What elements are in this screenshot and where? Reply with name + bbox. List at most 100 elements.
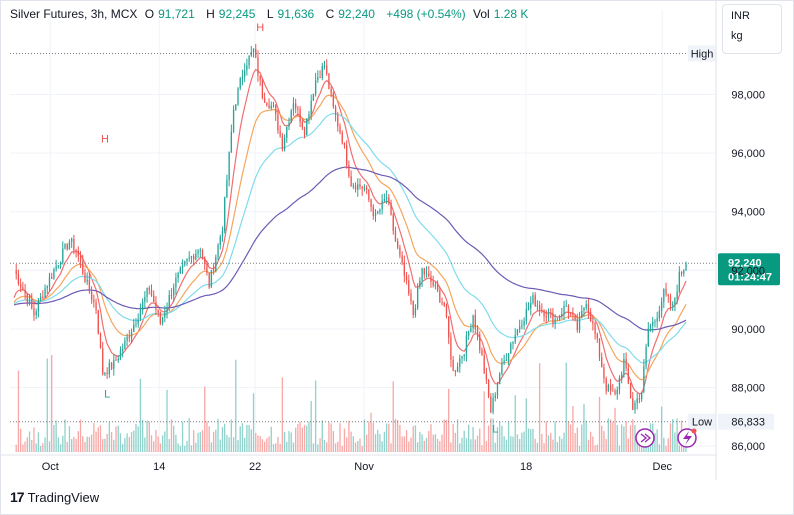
candle-body [383,199,386,201]
candle-body [226,179,228,198]
volume-bar [241,423,244,452]
volume-bar [434,434,437,452]
candle-body [392,214,394,231]
volume-bar [217,418,219,452]
grid [10,10,715,452]
candle-body [150,289,153,296]
volume-bar [314,380,317,452]
candle-body [42,296,44,298]
candle-body [279,130,281,136]
candle-body [412,301,414,315]
candle-body [430,275,432,283]
tradingview-logo[interactable]: 17 TradingView [10,489,99,505]
volume-bar [124,438,126,452]
candle-body [518,326,521,330]
candle-body [73,238,75,251]
volume-bar [541,433,543,452]
volume-bar [516,434,519,452]
volume-bar [527,428,530,452]
volume-bar [170,419,173,452]
volume-bar [388,423,390,452]
symbol-title[interactable]: Silver Futures, 3h, MCX [10,7,138,21]
candle-body [219,236,221,245]
volume-bar [339,423,341,452]
volume-bar [257,435,259,452]
volume-bar [177,443,179,452]
candle-body [144,296,146,302]
volume-bar [39,445,42,452]
volume-bar [201,430,204,452]
candle-body [102,348,104,375]
low-price-value: 86,833 [731,417,765,429]
volume-bar [212,431,215,452]
volume-bar [523,431,525,452]
candle-body [31,299,33,309]
candle-body [57,265,60,267]
candle-body [385,197,388,200]
volume-bar [601,425,603,452]
volume-bar [479,428,481,452]
volume-bar [510,436,512,452]
candle-body [235,104,237,110]
candle-body [341,132,343,144]
candle-body [543,310,545,317]
candle-body [361,186,363,189]
candle-body [275,105,277,115]
volume-bar [536,442,539,452]
currency-code: INR [731,10,750,22]
volume-bar [408,441,410,452]
candle-body [230,131,233,152]
volume-bar [443,419,445,452]
low-value: 91,636 [277,7,315,21]
candle-body [337,114,339,127]
candle-body [660,301,663,311]
volume-bar [308,421,310,452]
candle-body [161,317,164,324]
candle-body [607,385,610,392]
volume-bar [286,441,288,452]
volume-bar [181,421,184,452]
volume-bar [297,423,299,452]
candle-body [352,185,354,187]
candle-body [62,248,64,263]
volume-bar [547,435,550,452]
candle-body [425,273,428,275]
candle-body [445,305,448,317]
volume-bar [175,434,177,452]
candle-body [259,75,261,80]
volume-bar [370,412,372,452]
volume-bar [186,440,188,452]
candle-body [53,269,55,279]
currency-selector[interactable]: INR kg [722,4,782,54]
volume-bar [618,445,621,452]
candle-body [640,391,643,400]
volume-bar [625,421,627,452]
high-value: 92,245 [218,7,256,21]
volume-bar [232,437,235,452]
candle-body [288,122,290,127]
candle-body [93,299,95,303]
candle-body [168,294,170,307]
candle-body [321,65,323,78]
volume-bar [365,434,368,452]
volume-bar [115,426,117,452]
candle-body [148,288,150,290]
y-tick-label: 90,000 [731,324,765,336]
volume-bar [423,440,425,452]
volume-bar [578,445,581,452]
volume-bar [456,419,459,452]
candle-body [314,80,317,95]
x-tick-label: 18 [520,461,532,473]
volume-bar [634,425,636,452]
volume-bar [22,444,24,452]
volume-bar [465,438,468,452]
volume-bar [530,429,532,452]
volume-bar [383,431,386,452]
candle-body [126,336,128,341]
low-label-bg [688,413,716,430]
volume-bar [436,438,439,452]
volume-bar [392,381,394,452]
candle-body [343,143,346,146]
candle-body [443,302,445,306]
